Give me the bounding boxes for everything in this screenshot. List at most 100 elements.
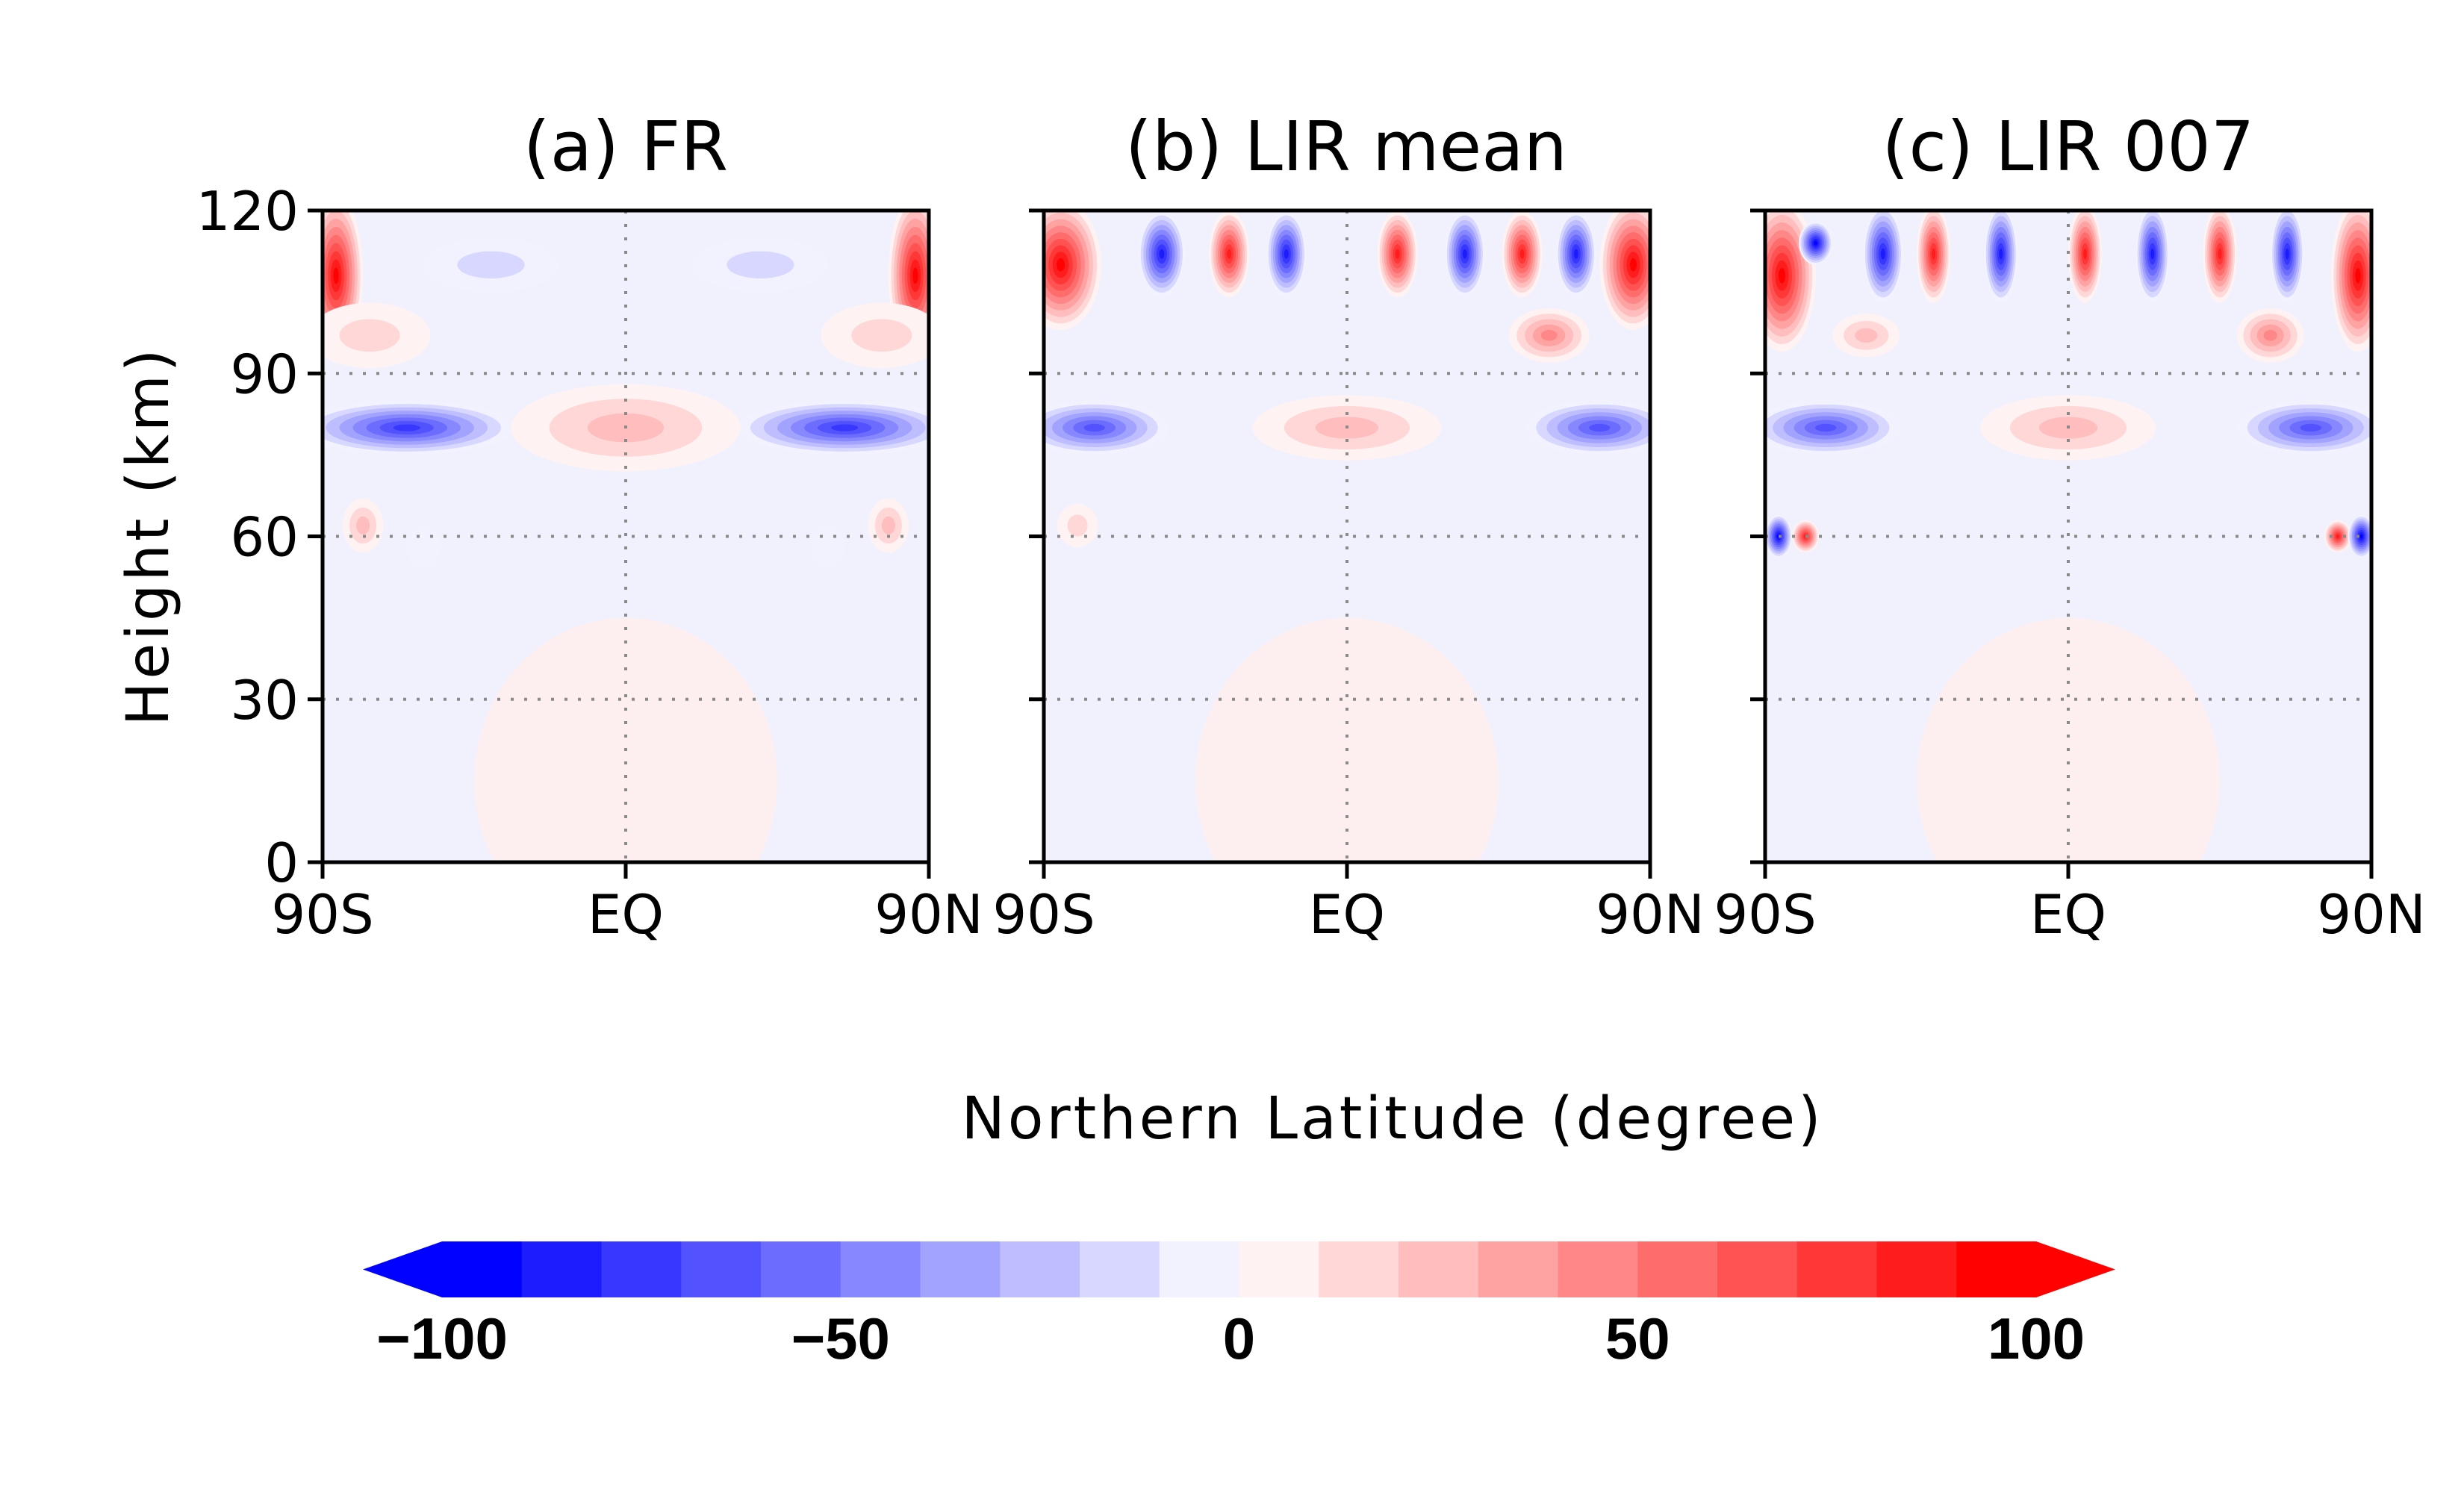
y-tick-label: 60 <box>230 506 299 569</box>
panel-b-contour-5-level-9 <box>1159 249 1165 259</box>
panel-b-title: (b) LIR mean <box>1125 107 1567 187</box>
colorbar-segment <box>1319 1241 1399 1297</box>
colorbar-tick-label: 0 <box>1223 1306 1255 1371</box>
panel-a-contour-4-level-10 <box>912 267 918 284</box>
panel-c-contour-8-level-9 <box>1999 248 2003 260</box>
panel-c-contour-17-level-5 <box>2263 330 2277 341</box>
colorbar-segment <box>1637 1241 1718 1297</box>
panel-b-contour-4-level-10 <box>1629 258 1637 272</box>
colorbar-segment <box>601 1241 682 1297</box>
panel-a-plot: 0 30 60 90 120 90S EQ 90N <box>196 180 983 946</box>
x-tick-label: 90N <box>2317 883 2425 946</box>
panel-a-contour-6-level-2 <box>851 319 912 352</box>
colorbar-segment <box>1956 1241 2037 1297</box>
colorbar-segment <box>1478 1241 1559 1297</box>
colorbar-tick-label: −100 <box>376 1306 508 1371</box>
panel-b-field <box>1044 211 1650 862</box>
colorbar-tick-label: −50 <box>791 1306 890 1371</box>
panel-b-contour-10-level-9 <box>1519 249 1525 259</box>
colorbar-segment <box>521 1241 603 1297</box>
x-tick-label: 90N <box>874 883 983 946</box>
panel-b-contour-6-level-9 <box>1227 249 1232 259</box>
x-axis-label: Northern Latitude (degree) <box>961 1085 1823 1153</box>
colorbar-segment <box>681 1241 762 1297</box>
colorbar: −100 −50 0 50 100 <box>363 1241 2115 1371</box>
panel-c-contour-6-level-9 <box>1880 248 1885 260</box>
panel-c: (c) LIR 007 90S EQ 90N <box>1714 107 2425 946</box>
colorbar-segment <box>920 1241 1001 1297</box>
panel-b-plot: 90S EQ 90N <box>992 208 1705 946</box>
panel-b-contour-11-level-9 <box>1573 249 1578 259</box>
panel-c-contour-12-level-9 <box>2285 248 2289 260</box>
panel-a-contour-11-level-1 <box>406 525 441 570</box>
colorbar-segment <box>1399 1241 1479 1297</box>
y-tick-label: 30 <box>230 669 299 732</box>
y-tick-label: 120 <box>196 180 299 243</box>
x-tick-label: EQ <box>588 883 664 946</box>
panel-a-contour-9-level-3 <box>356 516 370 535</box>
panel-a-contour-3-level-10 <box>333 267 339 284</box>
panel-c-contour-10-level-9 <box>2150 248 2155 260</box>
panel-b-contour-7-level-9 <box>1284 249 1289 259</box>
panel-a: (a) FR 0 30 60 90 120 90S EQ 90N <box>196 107 983 946</box>
x-tick-label: 90S <box>992 883 1095 946</box>
panel-c-contour-4-level-10 <box>2355 268 2361 284</box>
x-tick-label: EQ <box>1309 883 1385 946</box>
colorbar-extend-high <box>2036 1241 2115 1297</box>
colorbar-segment <box>1558 1241 1638 1297</box>
panel-c-contour-11-level-9 <box>2218 248 2222 260</box>
colorbar-segment <box>1717 1241 1798 1297</box>
panel-a-title: (a) FR <box>523 107 728 187</box>
panel-a-contour-5-level-2 <box>339 319 400 352</box>
colorbar-extend-low <box>363 1241 442 1297</box>
colorbar-segment <box>1876 1241 1957 1297</box>
colorbar-segment <box>1000 1241 1080 1297</box>
panel-a-contour-12-level-1 <box>811 525 845 570</box>
panel-b-equatorial-low-region <box>1195 617 1499 862</box>
panel-c-contour-7-level-9 <box>1932 248 1936 260</box>
panel-a-contour-8-level-2 <box>727 251 794 278</box>
panel-c-equatorial-low-region <box>1917 617 2220 862</box>
panel-b-contour-0-level-7 <box>1083 423 1105 432</box>
panel-c-plot: 90S EQ 90N <box>1714 208 2426 946</box>
panel-c-contour-3-level-10 <box>1779 268 1786 284</box>
x-tick-label: 90N <box>1596 883 1704 946</box>
panel-b-contour-12-level-5 <box>1540 330 1558 341</box>
panel-c-contour-0-level-7 <box>1815 423 1837 432</box>
panel-c-contour-18-level-3 <box>1855 328 1878 343</box>
panel-a-contour-7-level-2 <box>457 251 525 278</box>
colorbar-segment <box>1159 1241 1240 1297</box>
colorbar-segment <box>761 1241 841 1297</box>
y-tick-label: 0 <box>264 832 299 894</box>
panel-c-title: (c) LIR 007 <box>1882 107 2255 187</box>
panel-c-contour-5-level-10 <box>1814 240 1817 246</box>
panel-c-contour-1-level-7 <box>2300 423 2321 432</box>
panel-c-contour-15-level-9 <box>2336 534 2339 538</box>
panel-a-contour-10-level-3 <box>881 516 895 535</box>
x-tick-label: 90S <box>1714 883 1816 946</box>
colorbar-segment <box>442 1241 523 1297</box>
panel-b-contour-13-level-2 <box>1067 514 1088 537</box>
x-tick-label: EQ <box>2030 883 2106 946</box>
panel-b-contour-1-level-7 <box>1589 423 1611 432</box>
colorbar-tick-label: 100 <box>1988 1306 2085 1371</box>
panel-c-contour-9-level-9 <box>2083 248 2088 260</box>
y-tick-label: 90 <box>230 343 299 405</box>
panel-a-contour-1-level-8 <box>831 424 859 431</box>
panel-a-equatorial-low-region <box>474 617 777 862</box>
panel-c-field <box>1765 211 2371 862</box>
x-tick-label: 90S <box>271 883 373 946</box>
panel-b-contour-3-level-10 <box>1057 258 1065 272</box>
colorbar-segment <box>840 1241 921 1297</box>
colorbar-tick-label: 50 <box>1605 1306 1670 1371</box>
panel-c-contour-16-level-10 <box>2359 534 2363 539</box>
panel-a-contour-0-level-8 <box>393 424 420 431</box>
colorbar-segment <box>1239 1241 1319 1297</box>
colorbar-segment <box>1796 1241 1878 1297</box>
y-axis-label: Height (km) <box>115 346 182 726</box>
panel-b-contour-8-level-9 <box>1395 249 1400 259</box>
panel-b: (b) LIR mean 90S EQ 90N <box>992 107 1704 946</box>
panel-b-contour-9-level-9 <box>1462 249 1467 259</box>
colorbar-segment <box>1080 1241 1160 1297</box>
